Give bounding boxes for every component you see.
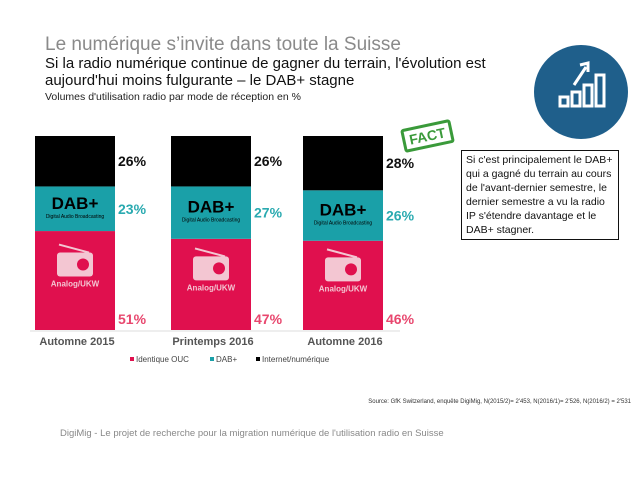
category-label: Printemps 2016 [172,336,253,348]
data-label: 26% [254,153,283,169]
fact-box: Si c'est principalement le DAB+ qui a ga… [461,150,619,240]
data-label: 51% [118,311,147,327]
data-label: 27% [254,205,283,221]
bar-identique-ouc [35,231,115,330]
bar-internet-num-rique [303,136,383,191]
legend-label: DAB+ [216,355,237,364]
legend-swatch [210,357,214,361]
bar-identique-ouc [303,240,383,330]
data-label: 47% [254,311,283,327]
dab-logo-sub: Digital Audio Broadcasting [182,218,241,224]
legend-swatch [256,357,260,361]
bar-identique-ouc [171,238,251,330]
dab-logo: DAB+ [320,201,367,220]
source-note: Source: GfK Switzerland, enquête DigiMig… [368,399,631,405]
chart-note: Volumes d'utilisation radio par mode de … [45,91,301,103]
growth-chart-icon [534,45,628,139]
bar-internet-num-rique [35,136,115,187]
footer: DigiMig - Le projet de recherche pour la… [60,428,444,439]
dab-logo: DAB+ [52,194,99,213]
dab-logo-sub: Digital Audio Broadcasting [314,221,373,227]
subtitle: Si la radio numérique continue de gagner… [45,55,486,89]
analog-label: Analog/UKW [51,280,100,289]
dab-logo-sub: Digital Audio Broadcasting [46,214,105,220]
data-label: 46% [386,311,415,327]
dab-logo: DAB+ [188,198,235,217]
legend-swatch [130,357,134,361]
data-label: 23% [118,201,147,217]
data-label: 26% [386,208,415,224]
bar-dab- [35,186,115,232]
legend-label: Internet/numérique [262,355,330,364]
page-title: Le numérique s’invite dans toute la Suis… [45,34,401,55]
bar-dab- [303,190,383,241]
category-label: Automne 2016 [307,336,382,348]
analog-label: Analog/UKW [187,283,236,292]
bar-internet-num-rique [171,136,251,187]
category-label: Automne 2015 [39,336,114,348]
radio-icon [57,243,93,277]
data-label: 28% [386,155,415,171]
legend-label: Identique OUC [136,355,189,364]
bar-dab- [171,186,251,239]
data-label: 26% [118,153,147,169]
radio-icon [193,247,229,281]
radio-icon [325,248,361,282]
analog-label: Analog/UKW [319,284,368,293]
